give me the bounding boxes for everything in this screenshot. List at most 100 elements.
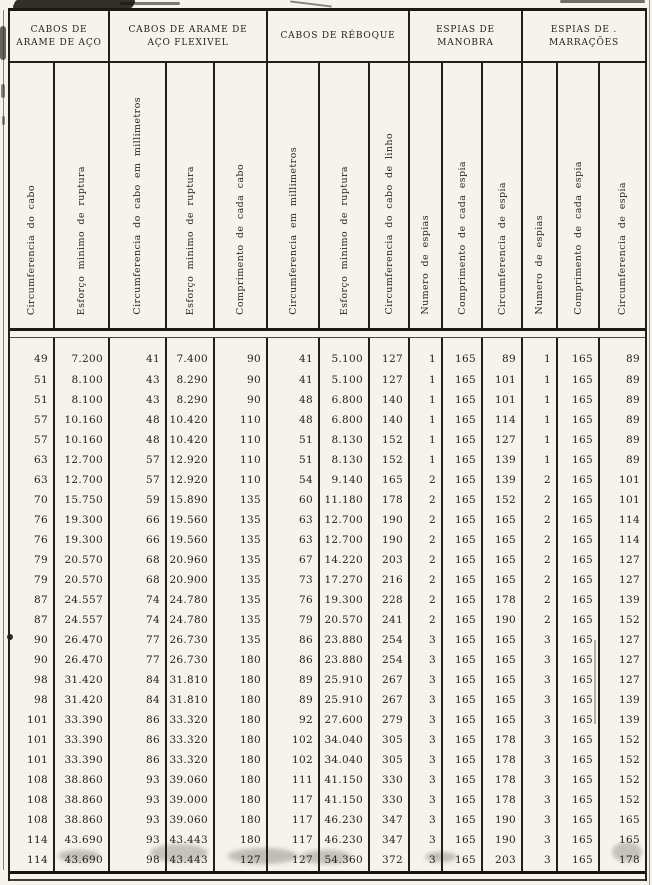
table-cell: 165: [443, 751, 483, 771]
table-cell: 8.100: [55, 391, 110, 411]
column-header: Circumferencia do cabo: [10, 63, 55, 328]
table-cell: 20.570: [55, 551, 110, 571]
column-header: Numero de espias: [410, 63, 443, 328]
table-cell: 347: [370, 811, 410, 831]
table-cell: 180: [215, 771, 268, 791]
table-cell: 89: [268, 671, 320, 691]
table-row: 98 31.420 84 31.810 180 89 25.910 267 3 …: [10, 691, 645, 711]
table-cell: 165: [483, 531, 523, 551]
table-cell: 51: [268, 451, 320, 471]
column-header: Numero de espias: [523, 63, 558, 328]
table-cell: 114: [483, 411, 523, 431]
table-cell: 165: [443, 651, 483, 671]
table-cell: 1: [410, 411, 443, 431]
table-cell: 3: [523, 771, 558, 791]
table-cell: 165: [558, 431, 600, 451]
table-cell: 152: [483, 491, 523, 511]
table-cell: 101: [10, 751, 55, 771]
table-cell: 19.560: [167, 531, 215, 551]
table-cell: 165: [483, 671, 523, 691]
table-cell: 3: [410, 751, 443, 771]
column-header: Circumferencia do cabo em millimetros: [110, 63, 167, 328]
table-cell: 3: [523, 711, 558, 731]
table-cell: 79: [268, 611, 320, 631]
table-cell: 165: [558, 811, 600, 831]
table-cell: 67: [268, 551, 320, 571]
table-cell: 76: [10, 511, 55, 531]
table-cell: 2: [523, 471, 558, 491]
group-header-cabos-arame-aco: CABOS DE ARAME DE AÇO: [10, 11, 110, 63]
table-cell: 165: [558, 631, 600, 651]
scan-artifact: [2, 116, 5, 125]
table-cell: 190: [483, 611, 523, 631]
table-cell: 59: [110, 491, 167, 511]
table-cell: 139: [483, 471, 523, 491]
table-cell: 79: [10, 551, 55, 571]
table-cell: 89: [268, 691, 320, 711]
table-cell: 152: [619, 754, 640, 766]
table-cell: 165: [558, 411, 600, 431]
table-cell: 33.320: [167, 711, 215, 731]
table-cell: 203: [483, 851, 523, 871]
table-cell: 127: [619, 634, 640, 646]
table-cell: 51: [268, 431, 320, 451]
table-cell: 2: [410, 491, 443, 511]
table-cell: 76: [268, 591, 320, 611]
column-header: Comprimento de cada espia: [558, 63, 600, 328]
table-cell: 165: [443, 338, 483, 371]
table-cell: 33.320: [167, 731, 215, 751]
table-cell: 54: [268, 471, 320, 491]
group-header-cabos-arame-aco-flexivel: CABOS DE ARAME DE AÇO FLEXIVEL: [110, 11, 268, 63]
table-cell: 2: [410, 591, 443, 611]
table-row: 76 19.300 66 19.560 135 63 12.700 190 2 …: [10, 531, 645, 551]
table-cell: 127: [619, 554, 640, 566]
table-cell: 12.700: [55, 451, 110, 471]
table-cell: 165: [558, 671, 600, 691]
table-cell: 165: [370, 471, 410, 491]
table-cell: 140: [370, 391, 410, 411]
table-cell: 98: [110, 851, 167, 871]
table-cell: 1: [523, 431, 558, 451]
table-cell: 180: [215, 651, 268, 671]
table-cell: 305: [370, 751, 410, 771]
table-cell: 165: [443, 491, 483, 511]
table-cell: 347: [370, 831, 410, 851]
table-cell: 165: [483, 711, 523, 731]
table-cell: 111: [268, 771, 320, 791]
table-cell: 117: [268, 791, 320, 811]
table-cell: 25.910: [320, 691, 370, 711]
table-cell: 10.420: [167, 431, 215, 451]
table-cell: 24.780: [167, 611, 215, 631]
table-cell: 26.730: [167, 651, 215, 671]
table-cell: 2: [410, 551, 443, 571]
column-label: Comprimento de cada cabo: [235, 164, 246, 315]
table-cell: 241: [370, 611, 410, 631]
table-cell: 38.860: [55, 771, 110, 791]
table-cell: 89: [626, 394, 640, 406]
table-cell: 127: [619, 654, 640, 666]
table-cell: 93: [110, 831, 167, 851]
table-cell: 2: [410, 511, 443, 531]
table-cell: 86: [268, 651, 320, 671]
table-cell: 127: [268, 851, 320, 871]
table-cell: 165: [443, 711, 483, 731]
column-header: Circumferencia de espia: [483, 63, 523, 328]
page-edge-line: [3, 10, 4, 870]
group-header-espias-amarracoes: ESPIAS DE . MARRAÇÕES: [523, 11, 645, 63]
table-cell: 63: [10, 471, 55, 491]
table-cell: 152: [370, 451, 410, 471]
table-cell: 165: [558, 338, 600, 371]
column-label: Comprimento de cada espia: [572, 161, 584, 315]
table-cell: 70: [10, 491, 55, 511]
table-cell: 101: [10, 731, 55, 751]
table-cell: 165: [443, 411, 483, 431]
table-cell: 46.230: [320, 831, 370, 851]
table-row: 108 38.860 93 39.060 180 111 41.150 330 …: [10, 771, 645, 791]
table-cell: 24.557: [55, 611, 110, 631]
table-cell: 2: [523, 491, 558, 511]
table-cell: 165: [443, 431, 483, 451]
table-cell: 165: [443, 771, 483, 791]
table-cell: 127: [619, 674, 640, 686]
table-cell: 89: [626, 414, 640, 426]
table-cell: 24.557: [55, 591, 110, 611]
